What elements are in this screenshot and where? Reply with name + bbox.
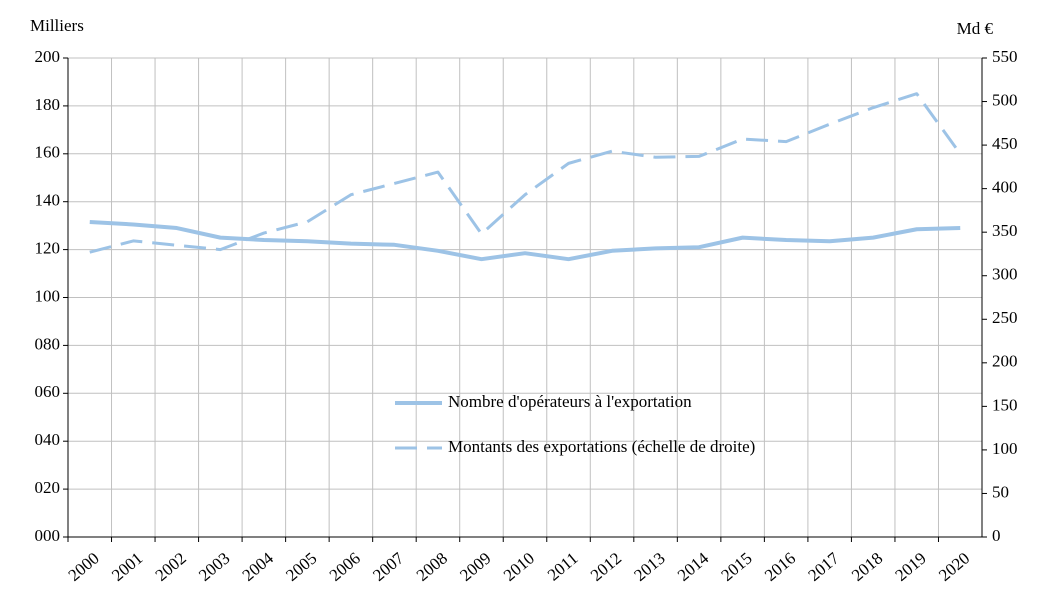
x-tick-label: 2007 xyxy=(369,548,408,585)
y-axis-label: Milliers xyxy=(30,16,84,35)
y-tick-label: 100 xyxy=(35,286,61,305)
x-tick-label: 2002 xyxy=(152,549,190,585)
y-tick-label: 120 xyxy=(35,239,61,258)
x-tick-label: 2013 xyxy=(630,549,668,585)
y2-axis-label: Md € xyxy=(957,19,994,38)
x-tick-label: 2005 xyxy=(282,549,320,585)
x-tick-label: 2012 xyxy=(587,549,625,585)
x-tick-label: 2018 xyxy=(848,549,886,585)
x-tick-label: 2017 xyxy=(804,548,843,585)
y-tick-label: 060 xyxy=(35,382,61,401)
x-tick-label: 2009 xyxy=(456,549,494,585)
y-tick-label: 200 xyxy=(35,47,61,66)
x-tick-label: 2003 xyxy=(195,549,233,585)
legend-label: Montants des exportations (échelle de dr… xyxy=(448,437,755,456)
x-tick-label: 2011 xyxy=(544,549,582,585)
x-tick-label: 2010 xyxy=(500,549,538,585)
y-tick-label: 180 xyxy=(35,95,61,114)
y2-tick-label: 550 xyxy=(992,47,1018,66)
y2-tick-label: 150 xyxy=(992,395,1018,414)
y-tick-label: 020 xyxy=(35,478,61,497)
x-tick-label: 2015 xyxy=(717,549,755,585)
y2-tick-label: 300 xyxy=(992,265,1018,284)
y2-tick-label: 100 xyxy=(992,439,1018,458)
y-tick-label: 160 xyxy=(35,143,61,162)
x-tick-label: 2004 xyxy=(239,548,278,585)
series-line xyxy=(89,220,961,262)
y2-tick-label: 500 xyxy=(992,90,1018,109)
y-tick-label: 040 xyxy=(35,430,61,449)
y2-tick-label: 450 xyxy=(992,134,1018,153)
series-line xyxy=(89,92,962,254)
x-tick-label: 2008 xyxy=(413,549,451,585)
y2-tick-label: 400 xyxy=(992,178,1018,197)
y-tick-label: 140 xyxy=(35,191,61,210)
legend-label: Nombre d'opérateurs à l'exportation xyxy=(448,392,692,411)
y2-tick-label: 200 xyxy=(992,352,1018,371)
y-tick-label: 000 xyxy=(35,526,61,545)
y2-tick-label: 350 xyxy=(992,221,1018,240)
y-tick-label: 080 xyxy=(35,334,61,353)
y2-tick-label: 0 xyxy=(992,526,1001,545)
x-tick-label: 2020 xyxy=(935,549,973,585)
x-tick-label: 2006 xyxy=(326,549,364,585)
y2-tick-label: 250 xyxy=(992,308,1018,327)
x-tick-label: 2019 xyxy=(892,549,930,585)
y2-tick-label: 50 xyxy=(992,482,1009,501)
x-tick-label: 2001 xyxy=(108,549,146,585)
x-tick-label: 2000 xyxy=(65,549,103,585)
x-tick-label: 2014 xyxy=(674,548,713,585)
x-tick-label: 2016 xyxy=(761,549,799,585)
